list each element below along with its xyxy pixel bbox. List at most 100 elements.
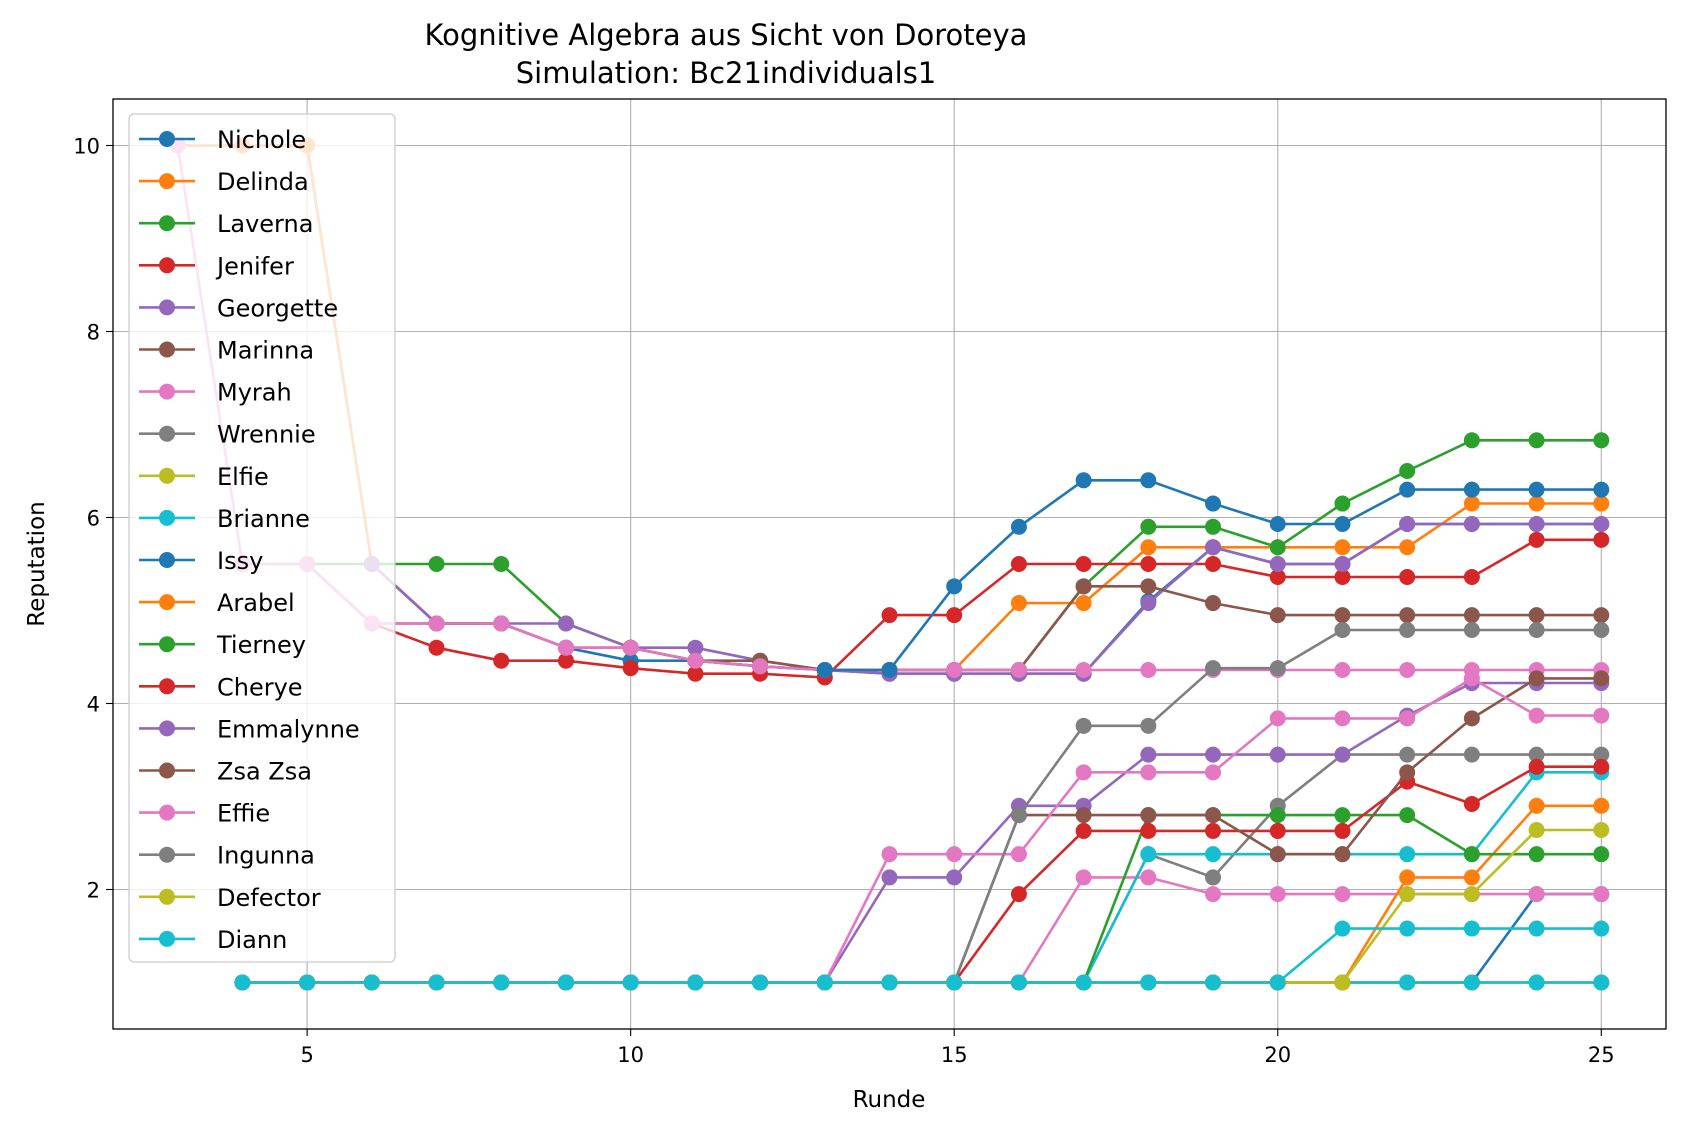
data-point	[1140, 823, 1156, 839]
data-point	[1140, 539, 1156, 555]
legend-marker	[159, 384, 175, 400]
data-point	[1140, 807, 1156, 823]
data-point	[1011, 975, 1027, 991]
data-point	[1011, 662, 1027, 678]
data-point	[1529, 496, 1545, 512]
data-point	[1205, 807, 1221, 823]
data-point	[1593, 975, 1609, 991]
data-point	[1334, 747, 1350, 763]
data-point	[1205, 975, 1221, 991]
x-tick-label: 10	[617, 1043, 644, 1067]
legend-label: Arabel	[217, 589, 295, 617]
data-point	[1205, 539, 1221, 555]
legend-label: Wrennie	[217, 421, 316, 449]
data-point	[946, 578, 962, 594]
data-point	[1205, 660, 1221, 676]
legend-marker	[159, 426, 175, 442]
data-point	[1076, 975, 1092, 991]
data-point	[1076, 807, 1092, 823]
legend-marker	[159, 510, 175, 526]
legend: NicholeDelindaLavernaJeniferGeorgetteMar…	[129, 114, 395, 962]
y-tick-label: 8	[87, 321, 100, 345]
data-point	[1076, 718, 1092, 734]
data-point	[1334, 516, 1350, 532]
data-point	[1140, 472, 1156, 488]
data-point	[234, 975, 250, 991]
data-point	[1076, 823, 1092, 839]
data-point	[882, 869, 898, 885]
data-point	[1399, 516, 1415, 532]
data-point	[882, 846, 898, 862]
data-point	[1334, 556, 1350, 572]
data-point	[1334, 807, 1350, 823]
legend-label: Laverna	[217, 210, 313, 238]
data-point	[1464, 516, 1480, 532]
data-point	[946, 869, 962, 885]
data-point	[558, 975, 574, 991]
data-point	[1140, 578, 1156, 594]
data-point	[1464, 747, 1480, 763]
data-point	[1593, 622, 1609, 638]
x-tick-label: 15	[941, 1043, 968, 1067]
series-line	[242, 678, 1601, 982]
legend-marker	[159, 720, 175, 736]
data-point	[1334, 607, 1350, 623]
data-point	[882, 662, 898, 678]
data-point	[882, 975, 898, 991]
data-point	[1593, 921, 1609, 937]
data-point	[1399, 764, 1415, 780]
legend-marker	[159, 215, 175, 231]
data-point	[1076, 869, 1092, 885]
data-point	[817, 975, 833, 991]
data-point	[1529, 432, 1545, 448]
data-point	[1076, 764, 1092, 780]
data-point	[1399, 807, 1415, 823]
data-point	[1593, 607, 1609, 623]
data-point	[1529, 846, 1545, 862]
data-point	[1205, 556, 1221, 572]
legend-marker	[159, 173, 175, 189]
data-point	[687, 653, 703, 669]
data-point	[1076, 595, 1092, 611]
data-point	[1529, 886, 1545, 902]
data-point	[1140, 595, 1156, 611]
legend-label: Defector	[217, 884, 321, 912]
data-point	[1464, 921, 1480, 937]
data-point	[1140, 519, 1156, 535]
legend-label: Marinna	[217, 337, 314, 365]
data-point	[1464, 975, 1480, 991]
data-point	[1593, 496, 1609, 512]
data-point	[1399, 975, 1415, 991]
data-point	[1270, 539, 1286, 555]
data-point	[1205, 496, 1221, 512]
series-line	[242, 683, 1601, 983]
data-point	[1464, 886, 1480, 902]
legend-label: Effie	[217, 800, 270, 828]
legend-label: Nichole	[217, 126, 306, 154]
data-point	[1464, 482, 1480, 498]
data-point	[1140, 846, 1156, 862]
series-line	[242, 767, 1601, 983]
data-point	[1529, 516, 1545, 532]
series-effie	[234, 670, 1609, 990]
data-point	[1076, 556, 1092, 572]
data-point	[1270, 807, 1286, 823]
data-point	[1464, 569, 1480, 585]
data-point	[1205, 595, 1221, 611]
data-point	[1076, 578, 1092, 594]
data-point	[1076, 472, 1092, 488]
legend-marker	[159, 299, 175, 315]
data-point	[1529, 607, 1545, 623]
data-point	[1529, 759, 1545, 775]
x-axis-label: Runde	[853, 1087, 926, 1113]
data-point	[1270, 607, 1286, 623]
data-point	[1593, 516, 1609, 532]
data-point	[1334, 662, 1350, 678]
legend-marker	[159, 847, 175, 863]
data-point	[1140, 764, 1156, 780]
legend-label: Cherye	[217, 673, 303, 701]
legend-label: Ingunna	[217, 842, 315, 870]
data-point	[882, 607, 898, 623]
data-point	[299, 975, 315, 991]
data-point	[364, 975, 380, 991]
